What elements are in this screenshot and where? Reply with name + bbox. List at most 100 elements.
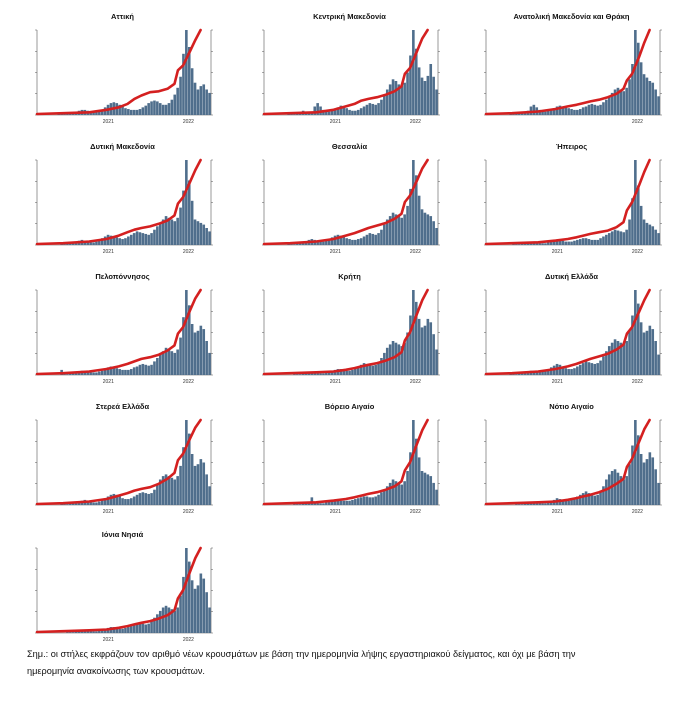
daily-cases-bar: [164, 474, 168, 505]
daily-cases-bar: [371, 103, 375, 115]
daily-cases-bar: [190, 454, 194, 505]
chart-panel: Πελοπόννησος 2021 2022: [15, 272, 230, 397]
daily-cases-bar: [199, 459, 203, 505]
daily-cases-bar: [98, 501, 101, 505]
daily-cases-bar: [112, 493, 116, 505]
daily-cases-bar: [397, 482, 401, 505]
daily-cases-bar: [406, 471, 409, 505]
daily-cases-bar: [631, 315, 634, 375]
daily-cases-bar: [356, 498, 360, 505]
daily-cases-bar: [124, 627, 127, 633]
daily-cases-bar: [92, 502, 95, 505]
daily-cases-bar: [316, 240, 319, 245]
daily-cases-bar: [100, 629, 104, 633]
chart-svg: 2022: [484, 28, 662, 125]
daily-cases-bar: [354, 239, 357, 245]
daily-cases-bar: [412, 160, 415, 245]
daily-cases-bar: [544, 243, 547, 245]
daily-cases-bar: [518, 504, 521, 505]
daily-cases-bar: [190, 68, 194, 115]
daily-cases-bar: [333, 499, 337, 505]
daily-cases-bar: [147, 623, 150, 633]
daily-cases-bar: [535, 243, 539, 245]
daily-cases-bar: [552, 240, 556, 245]
daily-cases-bar: [109, 494, 113, 505]
daily-cases-bar: [538, 243, 541, 245]
daily-cases-bar: [293, 374, 296, 375]
daily-cases-bar: [333, 235, 337, 245]
x-tick-label: 2021: [103, 379, 114, 385]
x-tick-label: 2022: [410, 509, 421, 515]
daily-cases-bar: [290, 244, 293, 245]
daily-cases-bar: [63, 374, 66, 375]
daily-cases-bar: [541, 243, 544, 245]
chart-panel: Στερεά Ελλάδα 2021 2022: [15, 402, 230, 527]
daily-cases-bar: [156, 484, 159, 505]
daily-cases-bar: [388, 216, 392, 245]
daily-cases-bar: [651, 226, 655, 245]
daily-cases-bar: [380, 99, 383, 115]
daily-cases-bar: [602, 486, 605, 505]
daily-cases-bar: [115, 237, 119, 245]
daily-cases-bar: [138, 622, 142, 633]
daily-cases-bar: [115, 368, 119, 375]
daily-cases-bar: [622, 479, 626, 505]
daily-cases-bar: [636, 42, 640, 115]
daily-cases-bar: [587, 362, 591, 375]
daily-cases-bar: [584, 106, 588, 115]
chart-svg: 2021 2022: [262, 288, 440, 385]
daily-cases-bar: [98, 111, 101, 115]
daily-cases-bar: [394, 342, 398, 375]
daily-cases-bar: [158, 354, 162, 375]
daily-cases-bar: [587, 493, 591, 505]
daily-cases-bar: [605, 99, 608, 115]
chart-panel: Ανατολική Μακεδονία και Θράκη 2022: [464, 12, 679, 137]
daily-cases-bar: [161, 104, 165, 115]
daily-cases-bar: [596, 494, 599, 505]
daily-cases-bar: [578, 239, 582, 245]
daily-cases-bar: [193, 332, 197, 375]
chart-svg: 2021 2022: [262, 418, 440, 515]
daily-cases-bar: [625, 229, 628, 245]
daily-cases-bar: [92, 112, 95, 115]
daily-cases-bar: [77, 631, 81, 633]
daily-cases-bar: [602, 236, 605, 245]
daily-cases-bar: [570, 369, 573, 375]
daily-cases-bar: [509, 374, 512, 375]
daily-cases-bar: [535, 503, 539, 505]
daily-cases-bar: [394, 81, 398, 115]
daily-cases-bar: [187, 561, 191, 633]
daily-cases-bar: [330, 500, 334, 505]
daily-cases-bar: [523, 243, 527, 245]
daily-cases-bar: [538, 371, 541, 375]
daily-cases-bar: [144, 624, 148, 633]
daily-cases-bar: [420, 209, 424, 245]
daily-cases-bar: [144, 364, 148, 375]
footnote-line-2: ημερομηνία ανακοίνωσης των κρουσμάτων.: [27, 666, 205, 676]
daily-cases-bar: [156, 101, 159, 115]
daily-cases-bar: [339, 235, 343, 245]
daily-cases-bar: [581, 107, 585, 115]
daily-cases-bar: [158, 479, 162, 505]
x-tick-label: 2021: [103, 509, 114, 515]
daily-cases-bar: [602, 102, 605, 115]
daily-cases-bar: [156, 358, 159, 375]
daily-cases-bar: [190, 324, 194, 375]
daily-cases-bar: [135, 622, 139, 633]
daily-cases-bar: [176, 607, 179, 633]
daily-cases-bar: [558, 105, 562, 115]
daily-cases-bar: [356, 366, 360, 375]
daily-cases-bar: [69, 503, 72, 505]
daily-cases-bar: [549, 109, 553, 115]
daily-cases-bar: [544, 111, 547, 115]
daily-cases-bar: [316, 103, 319, 115]
daily-cases-bar: [383, 489, 386, 505]
daily-cases-bar: [584, 361, 588, 375]
daily-cases-bar: [547, 110, 550, 115]
daily-cases-bar: [173, 610, 177, 633]
daily-cases-bar: [208, 92, 211, 115]
daily-cases-bar: [118, 369, 121, 375]
daily-cases-bar: [607, 233, 611, 245]
daily-cases-bar: [645, 77, 649, 115]
daily-cases-bar: [561, 240, 565, 245]
